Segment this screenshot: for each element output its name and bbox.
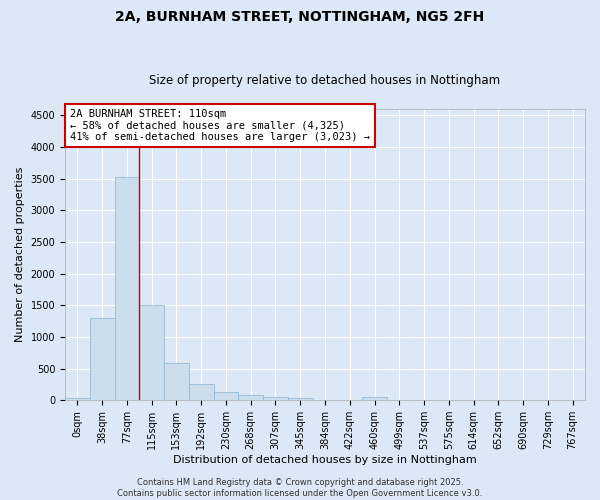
Bar	[263, 397, 288, 400]
Bar	[214, 392, 238, 400]
Bar	[189, 384, 214, 400]
Bar	[362, 397, 387, 400]
Bar	[164, 363, 189, 400]
Bar	[90, 318, 115, 400]
Text: 2A, BURNHAM STREET, NOTTINGHAM, NG5 2FH: 2A, BURNHAM STREET, NOTTINGHAM, NG5 2FH	[115, 10, 485, 24]
Y-axis label: Number of detached properties: Number of detached properties	[15, 167, 25, 342]
Text: Contains HM Land Registry data © Crown copyright and database right 2025.
Contai: Contains HM Land Registry data © Crown c…	[118, 478, 482, 498]
Bar	[238, 394, 263, 400]
Text: 2A BURNHAM STREET: 110sqm
← 58% of detached houses are smaller (4,325)
41% of se: 2A BURNHAM STREET: 110sqm ← 58% of detac…	[70, 109, 370, 142]
X-axis label: Distribution of detached houses by size in Nottingham: Distribution of detached houses by size …	[173, 455, 477, 465]
Bar	[65, 398, 90, 400]
Title: Size of property relative to detached houses in Nottingham: Size of property relative to detached ho…	[149, 74, 500, 87]
Bar	[139, 306, 164, 400]
Bar	[288, 398, 313, 400]
Bar	[115, 176, 139, 400]
